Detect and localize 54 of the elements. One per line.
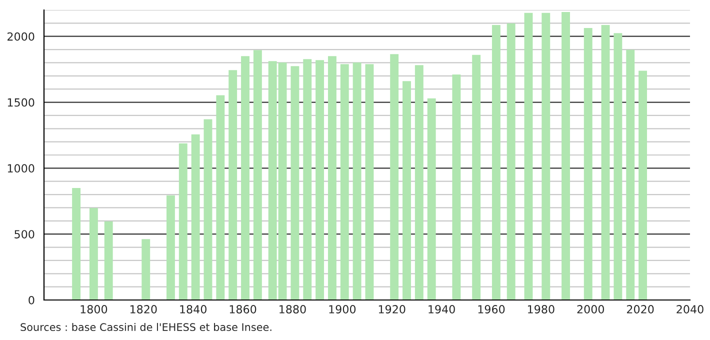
y-tick-label: 1000: [8, 164, 34, 173]
bar: [166, 195, 175, 300]
bar: [524, 12, 533, 300]
bar: [204, 119, 212, 300]
bar: [365, 64, 374, 300]
bar: [614, 33, 622, 300]
bar: [241, 56, 250, 300]
bar: [316, 60, 324, 300]
bar: [104, 221, 113, 300]
x-tick-label: 1880: [280, 305, 306, 314]
bar: [601, 25, 610, 300]
bar: [584, 28, 592, 300]
y-tick-label: 0: [28, 296, 34, 304]
y-tick-label: 500: [14, 230, 34, 238]
x-tick-label: 1900: [329, 305, 356, 314]
bar: [328, 56, 336, 300]
bar: [216, 95, 225, 300]
bar: [290, 66, 300, 300]
bar: [390, 54, 399, 300]
bar: [303, 59, 312, 300]
bar: [492, 25, 500, 300]
bar: [562, 12, 570, 300]
x-tick-label: 1960: [478, 305, 505, 314]
bar: [427, 98, 436, 300]
bar: [89, 208, 98, 300]
bar: [472, 54, 481, 300]
bar: [638, 70, 648, 300]
y-tick-label: 2000: [8, 32, 34, 41]
bar: [626, 50, 635, 300]
bar: [542, 12, 550, 300]
bar: [191, 134, 200, 300]
bar: [72, 188, 81, 300]
bar: [452, 74, 461, 300]
source-note: Sources : base Cassini de l'EHESS et base Insee.: [20, 322, 272, 332]
bar: [402, 81, 411, 300]
x-tick-label: 1820: [130, 305, 157, 314]
bar: [506, 23, 516, 300]
bar: [178, 143, 188, 300]
bar: [352, 62, 362, 300]
x-tick-label: 2000: [577, 305, 604, 314]
x-tick-label: 1840: [180, 305, 206, 314]
x-tick-label: 1980: [528, 305, 554, 314]
x-tick-label: 1920: [378, 305, 406, 314]
x-tick-label: 2040: [676, 305, 704, 314]
x-tick-label: 1940: [428, 305, 455, 314]
bar: [142, 239, 150, 300]
bar: [253, 50, 262, 300]
x-tick-label: 1800: [80, 305, 108, 314]
bar: [340, 64, 349, 300]
x-tick-label: 1860: [230, 305, 256, 314]
bar: [228, 70, 238, 300]
x-tick-label: 2020: [626, 305, 654, 314]
y-tick-label: 1500: [8, 98, 34, 107]
bar: [414, 65, 424, 300]
